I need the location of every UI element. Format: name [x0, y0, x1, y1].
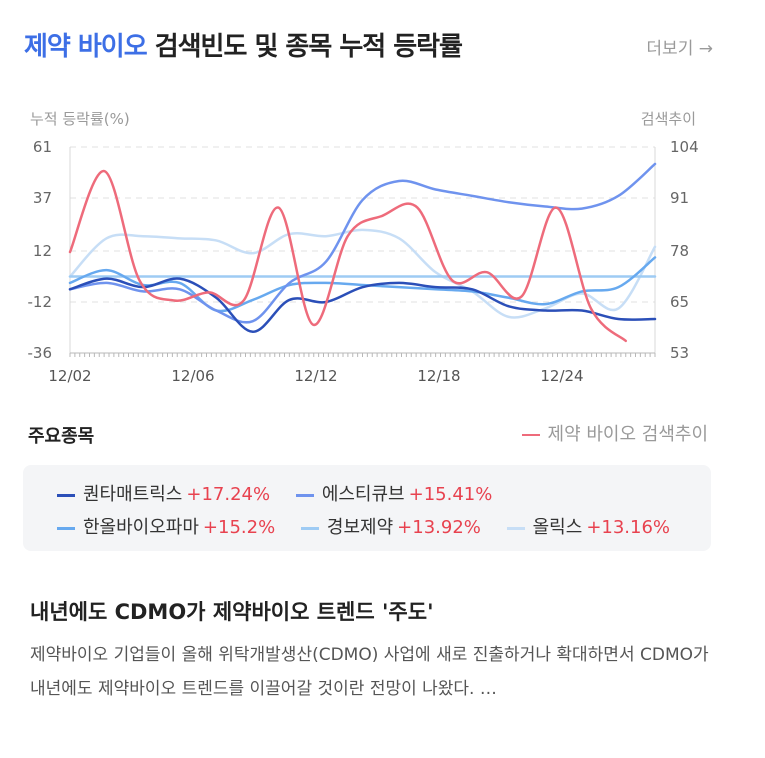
- stock-name: 퀀타매트릭스: [83, 484, 183, 505]
- left-tick-label: -12: [28, 293, 53, 311]
- stock-item[interactable]: 퀀타매트릭스 +17.24%: [57, 480, 270, 506]
- x-tick-label: 12/02: [48, 367, 91, 385]
- series-lines: [68, 162, 657, 343]
- stock-change: +17.24%: [186, 484, 271, 505]
- right-tick-label: 78: [670, 242, 689, 260]
- stock-change: +13.92%: [397, 517, 481, 538]
- series-line-3: [68, 256, 657, 313]
- stock-swatch: [57, 493, 75, 497]
- legend-heading: 주요종목: [28, 426, 95, 447]
- stock-change: +15.2%: [202, 517, 276, 538]
- stock-change: +13.16%: [586, 517, 671, 538]
- right-axis-label: 검색추이: [641, 110, 696, 128]
- news-body[interactable]: 제약바이오 기업들이 올해 위탁개발생산(CDMO) 사업에 새로 진출하거나 …: [30, 645, 709, 699]
- stock-name: 경보제약: [326, 517, 394, 538]
- left-tick-label: 12: [33, 242, 52, 260]
- title-rest: 검색빈도 및 종목 누적 등락률: [154, 32, 463, 62]
- stock-item[interactable]: 경보제약 +13.92%: [300, 513, 481, 539]
- stock-change: +15.41%: [408, 484, 493, 505]
- left-axis-label: 누적 등락률(%): [30, 110, 130, 128]
- search-trend-label: 제약 바이오 검색추이: [547, 424, 708, 445]
- chart: 누적 등락률(%) 검색추이 61 104 37 91 12 78 -12 65 -36 53 12…: [0, 100, 765, 400]
- stock-name: 에스티큐브: [321, 484, 405, 505]
- series-line-1: [68, 277, 657, 334]
- header: 제약 바이오 검색빈도 및 종목 누적 등락률 더보기 →: [24, 26, 713, 70]
- x-tick-label: 12/06: [171, 367, 214, 385]
- right-tick-label: 53: [670, 344, 689, 362]
- search-trend-legend[interactable]: 제약 바이오 검색추이: [521, 420, 708, 446]
- right-tick-label: 91: [670, 189, 689, 207]
- series-line-6: [68, 169, 627, 343]
- more-link[interactable]: 더보기 →: [646, 39, 713, 59]
- legend-head: 주요종목 제약 바이오 검색추이: [28, 420, 708, 450]
- stock-swatch: [57, 526, 75, 530]
- page-title: 제약 바이오 검색빈도 및 종목 누적 등락률: [24, 26, 463, 63]
- left-tick-label: 61: [33, 138, 52, 156]
- right-tick-label: 104: [670, 138, 699, 156]
- title-accent: 제약 바이오: [24, 32, 148, 62]
- stock-swatch: [295, 493, 314, 497]
- right-tick-label: 65: [670, 293, 689, 311]
- grid: [69, 146, 656, 357]
- left-tick-label: -36: [28, 344, 53, 362]
- stock-swatch: [300, 526, 319, 530]
- x-tick-label: 12/24: [540, 367, 583, 385]
- series-line-5: [68, 228, 657, 319]
- chart-svg: 누적 등락률(%) 검색추이 61 104 37 91 12 78 -12 65 -36 53 12…: [28, 110, 699, 385]
- stock-row-2: 한올바이오파마 +15.2% 경보제약 +13.92% 올릭스 +13.16%: [57, 513, 690, 543]
- stock-row-1: 퀀타매트릭스 +17.24% 에스티큐브 +15.41%: [57, 480, 512, 510]
- news-title[interactable]: 내년에도 CDMO가 제약바이오 트렌드 '주도': [30, 600, 434, 624]
- x-tick-label: 12/18: [417, 367, 460, 385]
- stock-swatch: [506, 526, 525, 530]
- stock-legend-box: 퀀타매트릭스 +17.24% 에스티큐브 +15.41% 한올바이오파마 +15.2%…: [23, 465, 711, 551]
- left-tick-label: 37: [33, 189, 52, 207]
- stock-name: 올릭스: [532, 517, 583, 538]
- stock-item[interactable]: 올릭스 +13.16%: [506, 513, 671, 539]
- stock-item[interactable]: 한올바이오파마 +15.2%: [57, 513, 275, 539]
- news-section: 내년에도 CDMO가 제약바이오 트렌드 '주도' 제약바이오 기업들이 올해 …: [30, 596, 710, 706]
- x-tick-label: 12/12: [294, 367, 337, 385]
- search-trend-swatch: [521, 434, 540, 436]
- stock-item[interactable]: 에스티큐브 +15.41%: [295, 480, 493, 506]
- tick-labels: 61 104 37 91 12 78 -12 65 -36 53 12/02 12/06 12/12 12…: [28, 138, 699, 385]
- stock-name: 한올바이오파마: [83, 517, 199, 538]
